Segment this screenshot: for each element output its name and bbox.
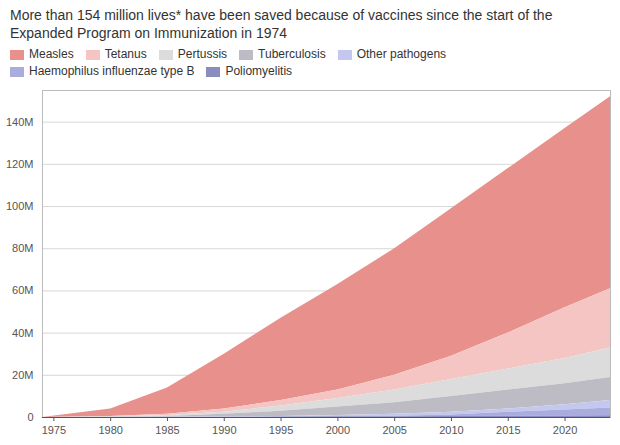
html-text:Tuberculosis: Tuberculosis <box>258 47 326 61</box>
html-text:Measles: Measles <box>29 47 74 61</box>
svg-text:2000: 2000 <box>326 424 350 436</box>
html-text:Poliomyelitis: Poliomyelitis <box>225 64 293 78</box>
html-text:Pertussis: Pertussis <box>177 47 228 61</box>
svg-text:1990: 1990 <box>212 424 236 436</box>
svg-text:80M: 80M <box>12 242 33 254</box>
svg-text:1995: 1995 <box>269 424 293 436</box>
svg-text:20M: 20M <box>12 369 33 381</box>
svg-text:40M: 40M <box>12 327 33 339</box>
html-text:Tetanus: Tetanus <box>104 47 147 61</box>
svg-text:2020: 2020 <box>553 424 577 436</box>
svg-text:100M: 100M <box>6 200 34 212</box>
svg-text:1985: 1985 <box>155 424 179 436</box>
html-text:Haemophilus influenzae type B: Haemophilus influenzae type B <box>29 64 195 78</box>
html-text:Other pathogens: Other pathogens <box>356 47 447 61</box>
svg-text:140M: 140M <box>6 116 34 128</box>
svg-text:120M: 120M <box>6 158 34 170</box>
svg-text:2010: 2010 <box>439 424 463 436</box>
svg-text:1980: 1980 <box>98 424 122 436</box>
svg-text:2005: 2005 <box>382 424 406 436</box>
html-text:More than 154 million lives* h: More than 154 million lives* have been s… <box>10 7 553 41</box>
svg-text:60M: 60M <box>12 284 33 296</box>
svg-text:2015: 2015 <box>496 424 520 436</box>
svg-text:1975: 1975 <box>42 424 66 436</box>
svg-text:0: 0 <box>27 411 33 423</box>
